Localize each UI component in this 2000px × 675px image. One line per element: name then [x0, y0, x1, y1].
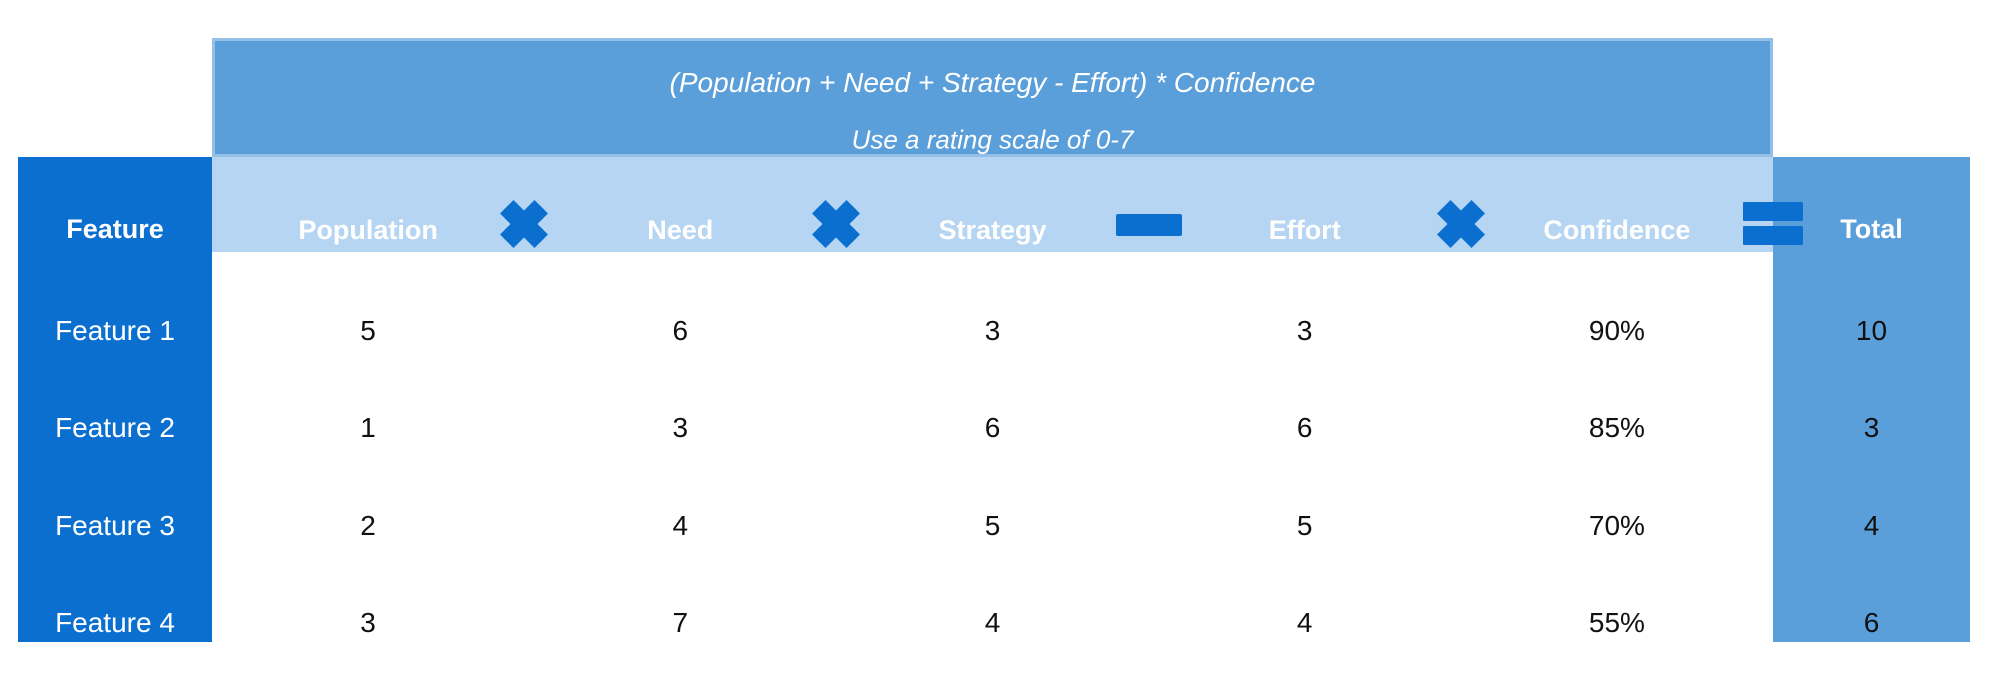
total-value[interactable]: 4: [1863, 509, 1880, 541]
score-cell-effort[interactable]: 4: [1296, 607, 1313, 638]
feature-row-label[interactable]: Feature 3: [55, 509, 175, 541]
score-cell-population[interactable]: 1: [360, 412, 376, 443]
score-cell-effort[interactable]: 3: [1296, 314, 1313, 346]
feature-column: Feature Feature 1 Feature 2 Feature 3 Fe…: [18, 157, 212, 642]
formula-text: (Population + Need + Strategy - Effort) …: [669, 67, 1316, 98]
scores-grid: 5 6 3 3 90% 1 3 6 6 85% 2 4 5 5 70% 3 7 …: [212, 252, 1773, 642]
score-cell-effort[interactable]: 6: [1296, 412, 1313, 443]
total-column: Total 10 3 4 6: [1773, 157, 1970, 642]
score-cell-strategy[interactable]: 5: [984, 509, 1001, 541]
score-cell-strategy[interactable]: 4: [984, 607, 1001, 638]
feature-row-label[interactable]: Feature 4: [55, 607, 175, 638]
score-cell-need[interactable]: 7: [672, 607, 689, 638]
score-cell-population[interactable]: 5: [360, 314, 376, 346]
score-cell-confidence[interactable]: 70%: [1588, 509, 1645, 541]
feature-column-header[interactable]: Feature: [66, 214, 164, 244]
column-header-need[interactable]: Need: [647, 215, 714, 245]
column-header-effort[interactable]: Effort: [1268, 215, 1341, 245]
total-column-header[interactable]: Total: [1840, 214, 1903, 244]
score-cell-confidence[interactable]: 85%: [1588, 412, 1645, 443]
score-cell-strategy[interactable]: 3: [984, 314, 1001, 346]
score-cell-confidence[interactable]: 55%: [1588, 607, 1645, 638]
rating-scale-note: Use a rating scale of 0-7: [851, 124, 1134, 155]
multiply-icon: [500, 200, 549, 248]
score-cell-strategy[interactable]: 6: [984, 412, 1001, 443]
multiply-icon: [1436, 200, 1485, 248]
score-cell-confidence[interactable]: 90%: [1588, 314, 1645, 346]
multiply-icon: [812, 200, 861, 248]
score-cell-population[interactable]: 2: [360, 509, 376, 541]
score-cell-need[interactable]: 6: [672, 314, 689, 346]
total-value[interactable]: 6: [1863, 607, 1880, 638]
minus-icon: [1115, 214, 1182, 236]
equals-icon: [1743, 202, 1803, 245]
feature-row-label[interactable]: Feature 1: [55, 314, 175, 346]
column-header-population[interactable]: Population: [298, 215, 438, 245]
column-header-strategy[interactable]: Strategy: [938, 215, 1047, 245]
score-cell-need[interactable]: 4: [672, 509, 689, 541]
feature-row-label[interactable]: Feature 2: [55, 412, 175, 443]
total-value[interactable]: 10: [1855, 314, 1888, 346]
score-cell-effort[interactable]: 5: [1296, 509, 1313, 541]
score-cell-population[interactable]: 3: [360, 607, 376, 638]
criteria-header-row: Population Need Strategy Effort Confiden…: [212, 157, 1803, 252]
total-value[interactable]: 3: [1863, 412, 1880, 443]
formula-banner: (Population + Need + Strategy - Effort) …: [212, 38, 1773, 157]
score-cell-need[interactable]: 3: [672, 412, 689, 443]
column-header-confidence[interactable]: Confidence: [1543, 215, 1691, 245]
